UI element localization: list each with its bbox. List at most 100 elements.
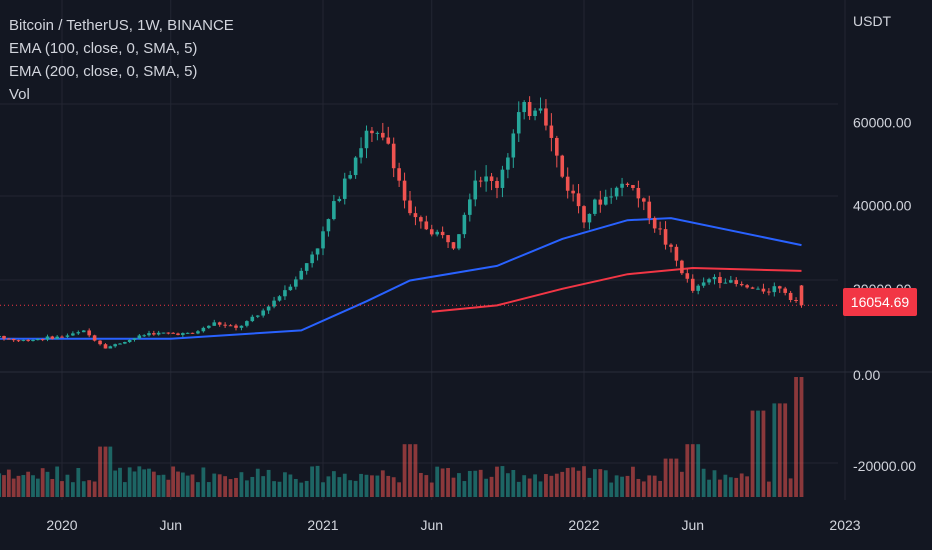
volume-bar: [45, 471, 50, 497]
candle-body: [217, 322, 222, 325]
candle-body: [582, 206, 586, 223]
candle-body: [65, 335, 70, 337]
volume-bar: [98, 446, 102, 497]
candle-body: [669, 244, 673, 247]
candle-body: [40, 339, 45, 341]
indicator-volume[interactable]: Vol: [9, 86, 30, 103]
volume-bar: [641, 481, 646, 497]
candle-body: [674, 246, 679, 261]
candle-body: [171, 332, 175, 334]
volume-bar: [620, 476, 624, 497]
volume-bar: [413, 444, 418, 497]
indicator-ema200[interactable]: EMA (200, close, 0, SMA, 5): [9, 63, 198, 80]
candle-body: [446, 235, 450, 243]
candle-body: [326, 219, 331, 232]
price-axis-unit: USDT: [853, 13, 892, 29]
volume-bar: [342, 473, 347, 497]
volume-bar: [446, 468, 450, 497]
volume-bar: [283, 472, 287, 497]
volume-bar: [565, 467, 570, 497]
candle-body: [500, 169, 505, 188]
candle-body: [228, 325, 233, 327]
candle-body: [261, 310, 265, 316]
volume-bar: [587, 477, 592, 497]
candle-body: [745, 285, 749, 288]
candle-body: [176, 333, 180, 335]
candle-body: [625, 183, 630, 185]
volume-bar: [26, 471, 31, 497]
candle-body: [201, 327, 206, 332]
candle-body: [250, 316, 255, 322]
volume-bar: [375, 475, 380, 497]
candle-body: [734, 280, 739, 285]
volume-bar: [598, 469, 603, 497]
candle-body: [315, 248, 320, 255]
volume-bar: [522, 475, 527, 497]
ema200-line: [431, 266, 802, 313]
volume-bar: [266, 469, 271, 497]
candle-body: [495, 180, 499, 188]
volume-bar: [223, 476, 228, 497]
candle-body: [788, 292, 793, 300]
candle-body: [190, 332, 195, 334]
volume-bar: [60, 481, 64, 497]
volume-bar: [718, 479, 722, 497]
volume-bar: [429, 482, 434, 497]
volume-bar: [690, 444, 695, 497]
candle-body: [571, 190, 575, 194]
candle-body: [402, 180, 407, 201]
candle-body: [631, 184, 635, 188]
candle-body: [565, 176, 570, 191]
volume-bar: [799, 377, 804, 497]
volume-bar: [331, 471, 336, 497]
candle-body: [576, 193, 581, 207]
candle-body: [81, 330, 86, 333]
volume-bar: [234, 477, 238, 497]
candle-body: [288, 286, 293, 291]
volume-bar: [87, 480, 92, 497]
candle-body: [98, 340, 102, 345]
volume-bar: [756, 410, 760, 497]
volume-bar: [228, 479, 233, 497]
candle-body: [266, 306, 271, 311]
candle-body: [353, 157, 358, 176]
price-axis-tick: 60000.00: [853, 114, 912, 130]
symbol-title[interactable]: Bitcoin / TetherUS, 1W, BINANCE: [9, 17, 234, 34]
volume-bar: [326, 476, 331, 497]
volume-bar: [451, 477, 456, 497]
candle-body: [223, 324, 227, 326]
volume-bar: [166, 479, 171, 497]
volume-bar: [16, 475, 21, 497]
volume-bar: [397, 482, 402, 497]
candle-body: [685, 273, 690, 279]
indicator-ema100[interactable]: EMA (100, close, 0, SMA, 5): [9, 40, 198, 57]
volume-bar: [723, 474, 728, 497]
volume-bar: [50, 478, 55, 497]
volume-bar: [201, 467, 206, 497]
candle-body: [440, 231, 445, 236]
candle-body: [620, 183, 624, 188]
candle-body: [359, 148, 363, 158]
volume-bar: [161, 474, 166, 497]
candle-body: [527, 102, 532, 117]
price-axis-tick: 40000.00: [853, 198, 912, 214]
volume-bar: [55, 466, 60, 497]
candle-body: [435, 231, 439, 235]
volume-bar: [609, 482, 614, 497]
candle-body: [756, 288, 760, 290]
candle-body: [723, 282, 728, 284]
candle-body: [511, 133, 516, 158]
time-axis-tick: 2022: [568, 517, 599, 533]
volume-bar: [212, 473, 217, 497]
candle-body: [544, 108, 548, 126]
candle-body: [533, 110, 537, 117]
candle-body: [31, 340, 35, 342]
candle-body: [603, 196, 608, 205]
volume-bar: [495, 466, 499, 497]
candle-body: [386, 137, 391, 144]
volume-bar: [440, 468, 445, 497]
volume-bar: [696, 444, 701, 497]
candle-body: [484, 176, 488, 182]
